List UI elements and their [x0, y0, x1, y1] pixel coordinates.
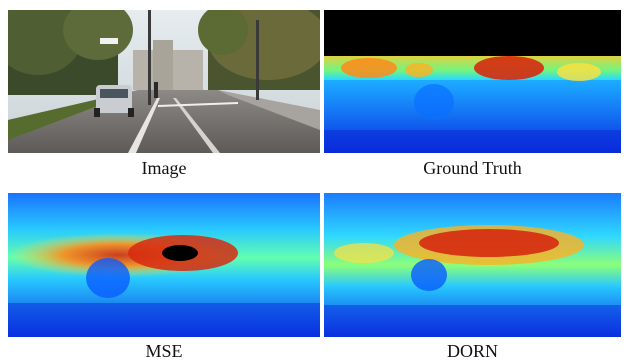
- caption-ground-truth: Ground Truth: [423, 158, 522, 178]
- caption-image: Image: [141, 158, 187, 178]
- mse-depth-map: [8, 193, 320, 337]
- dorn-depth-map: [324, 193, 621, 337]
- caption-mse: MSE: [145, 341, 183, 361]
- street-photo: [8, 10, 320, 153]
- ground-truth-depth-map: [324, 10, 621, 153]
- street-photo-panel: [8, 10, 320, 153]
- mse-depth-panel: [8, 193, 320, 337]
- ground-truth-depth-panel: [324, 10, 621, 153]
- dorn-depth-panel: [324, 193, 621, 337]
- caption-dorn: DORN: [446, 341, 498, 361]
